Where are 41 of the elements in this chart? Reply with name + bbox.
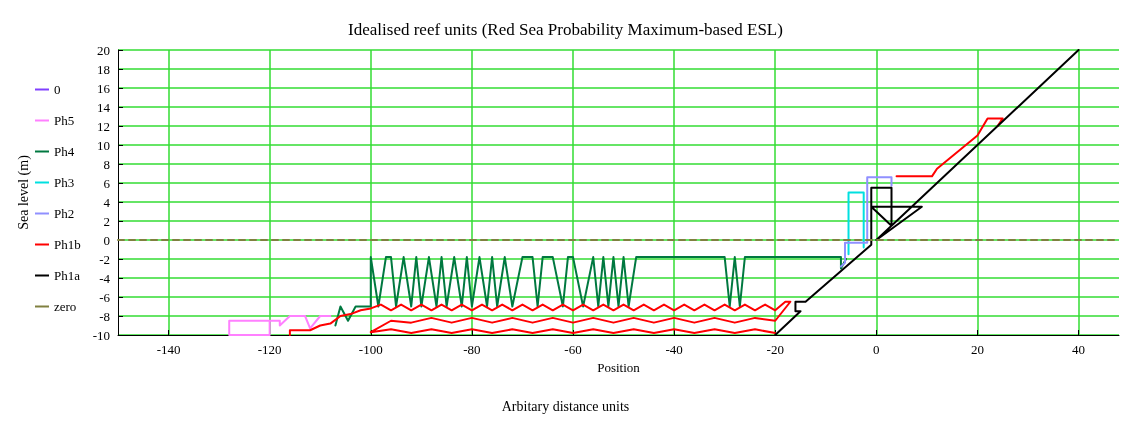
y-tick-label: -4: [99, 270, 111, 286]
line-series: [839, 176, 893, 268]
y-tick-label: 20: [97, 42, 110, 58]
y-tick-label: 4: [103, 194, 111, 210]
x-tick-label: 40: [1072, 342, 1086, 357]
legend-label: Ph1a: [54, 268, 81, 283]
chart-title: Idealised reef units (Red Sea Probability Maximum-based ESL): [348, 20, 783, 39]
x-tick-label: -100: [358, 342, 383, 357]
y-tick-label: 12: [97, 118, 110, 134]
y-tick-label: -10: [92, 327, 110, 343]
legend-label: Ph4: [54, 144, 75, 159]
y-tick-label: 8: [103, 156, 110, 172]
line-series: [334, 256, 847, 327]
x-tick-label: 0: [873, 342, 880, 357]
y-tick-label: -6: [99, 289, 111, 305]
x-tick-label: -60: [564, 342, 582, 357]
x-axis-title: Position: [597, 360, 641, 375]
legend-label: Ph1b: [54, 237, 81, 252]
y-axis-title: Sea level (m): [15, 154, 32, 230]
y-tick-label: 16: [97, 80, 111, 96]
legend-label: Ph5: [54, 113, 75, 128]
y-tick-label: -8: [99, 308, 110, 324]
x-tick-label: -20: [766, 342, 784, 357]
y-tick-label: 14: [97, 99, 111, 115]
x-tick-label: -120: [257, 342, 282, 357]
legend-label: 0: [54, 82, 61, 97]
y-tick-label: 10: [97, 137, 110, 153]
legend-label: Ph2: [54, 206, 75, 221]
text: Arbitary distance units: [501, 398, 630, 414]
x-tick-label: -140: [156, 342, 181, 357]
legend-label: zero: [54, 299, 77, 314]
legend-label: Ph3: [54, 175, 75, 190]
y-tick-label: 6: [103, 175, 111, 191]
x-tick-label: 20: [970, 342, 984, 357]
x-tick-label: -40: [665, 342, 683, 357]
y-tick-label: 18: [97, 61, 110, 77]
x-tick-label: -80: [463, 342, 481, 357]
y-tick-label: -2: [99, 251, 110, 267]
line-series: [228, 315, 332, 336]
y-tick-label: 2: [103, 213, 110, 229]
y-tick-label: 0: [103, 232, 110, 248]
